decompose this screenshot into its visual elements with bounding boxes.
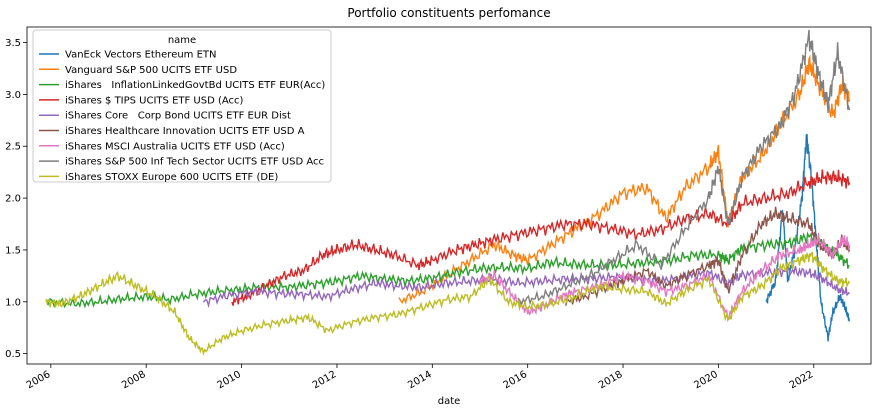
y-tick-label: 2.0 [5, 194, 21, 205]
x-tick-label: 2014 [406, 369, 434, 391]
legend-title: name [168, 35, 196, 46]
legend-entry: iShares InflationLinkedGovtBd UCITS ETF … [65, 80, 325, 91]
legend-entry: iShares MSCI Australia UCITS ETF USD (Ac… [65, 141, 285, 152]
y-tick-label: 3.5 [5, 38, 21, 49]
x-tick-label: 2006 [25, 369, 53, 391]
legend-entry: Vanguard S&P 500 UCITS ETF USD [65, 65, 237, 76]
legend-entry: iShares S&P 500 Inf Tech Sector UCITS ET… [65, 157, 324, 168]
legend-entry: VanEck Vectors Ethereum ETN [65, 50, 217, 61]
series-line-0 [765, 133, 851, 342]
series-line-7 [517, 29, 851, 307]
y-tick-label: 1.0 [5, 297, 21, 308]
series-line-8 [45, 251, 851, 357]
x-tick-label: 2010 [216, 369, 244, 391]
x-tick-label: 2022 [788, 369, 816, 391]
legend: name VanEck Vectors Ethereum ETN Vanguard … [32, 29, 332, 183]
legend-box [32, 29, 332, 183]
x-tick-label: 2018 [597, 369, 625, 391]
legend-entry: iShares $ TIPS UCITS ETF USD (Acc) [65, 95, 244, 106]
y-tick-label: 3.0 [5, 90, 21, 101]
x-tick-label: 2008 [120, 369, 148, 391]
x-axis-label: date [438, 396, 461, 407]
series-line-4 [202, 265, 850, 309]
x-tick-label: 2012 [311, 369, 339, 391]
series-layer [45, 29, 851, 357]
y-tick-label: 1.5 [5, 245, 21, 256]
y-tick-label: 0.5 [5, 349, 21, 360]
legend-entry: iShares Core Corp Bond UCITS ETF EUR Dis… [65, 111, 291, 122]
plot-frame [26, 26, 872, 365]
legend-entry: iShares Healthcare Innovation UCITS ETF … [65, 126, 305, 137]
series-line-1 [398, 54, 851, 305]
series-line-3 [231, 169, 851, 306]
chart-title: Portfolio constituents perfomance [347, 6, 550, 20]
x-tick-label: 2020 [692, 369, 720, 391]
series-line-2 [45, 231, 850, 309]
legend-entry: iShares STOXX Europe 600 UCITS ETF (DE) [65, 172, 278, 183]
x-tick-label: 2016 [502, 369, 530, 391]
y-tick-label: 2.5 [5, 142, 21, 153]
